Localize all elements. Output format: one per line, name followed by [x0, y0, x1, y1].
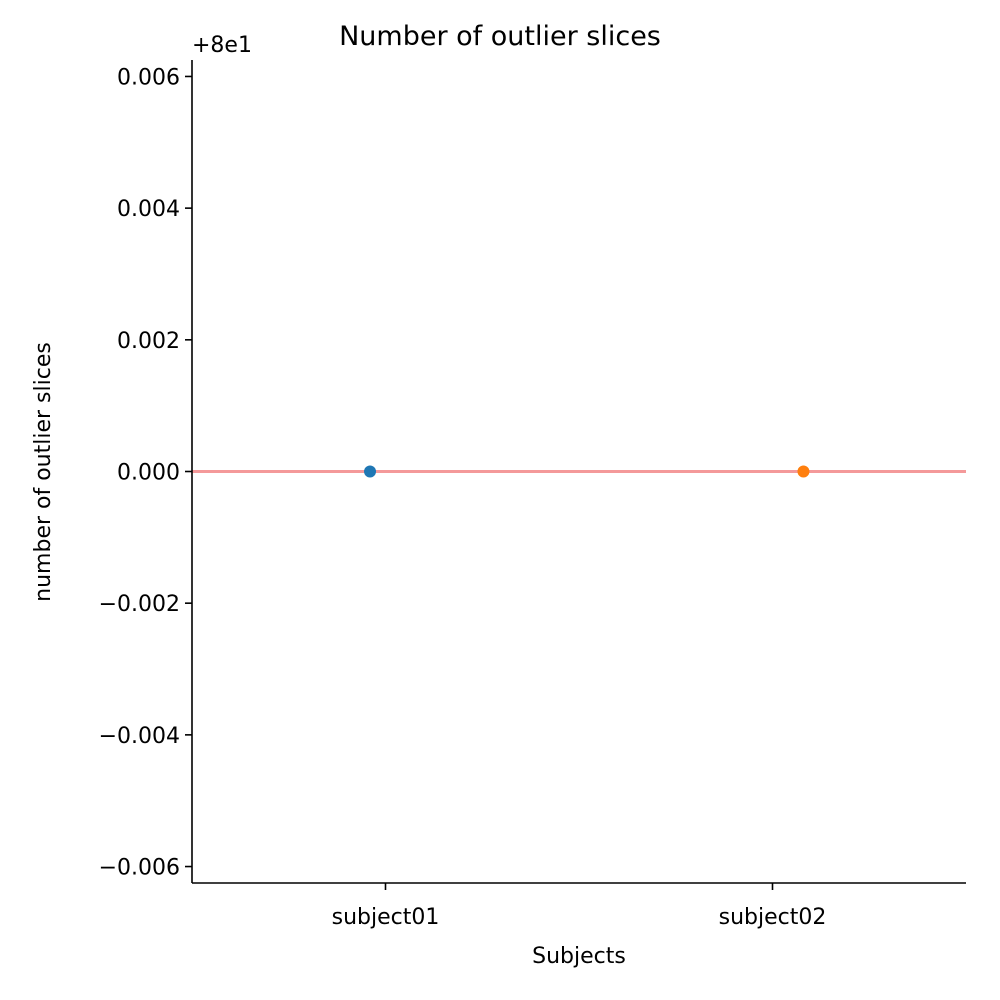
- x-tick-label: subject02: [719, 905, 827, 930]
- y-tick-label: 0.006: [117, 65, 180, 90]
- axis-offset-label: +8e1: [192, 33, 252, 58]
- y-axis-label: number of outlier slices: [31, 342, 56, 602]
- y-tick-label: 0.004: [117, 197, 180, 222]
- y-tick-label: −0.004: [99, 724, 180, 749]
- y-tick-label: 0.000: [117, 461, 180, 486]
- chart-title: Number of outlier slices: [339, 21, 661, 52]
- plot-area: −0.006 −0.004 −0.002 0.000 0.002 0.004 0.006 su…: [99, 60, 966, 930]
- y-tick-label: −0.006: [99, 856, 180, 881]
- x-tick-label: subject01: [332, 905, 440, 930]
- data-point-subject01: [364, 465, 377, 478]
- y-tick-label: 0.002: [117, 329, 180, 354]
- data-point-subject02: [797, 465, 810, 478]
- x-axis-label: Subjects: [532, 944, 626, 969]
- y-tick-label: −0.002: [99, 592, 180, 617]
